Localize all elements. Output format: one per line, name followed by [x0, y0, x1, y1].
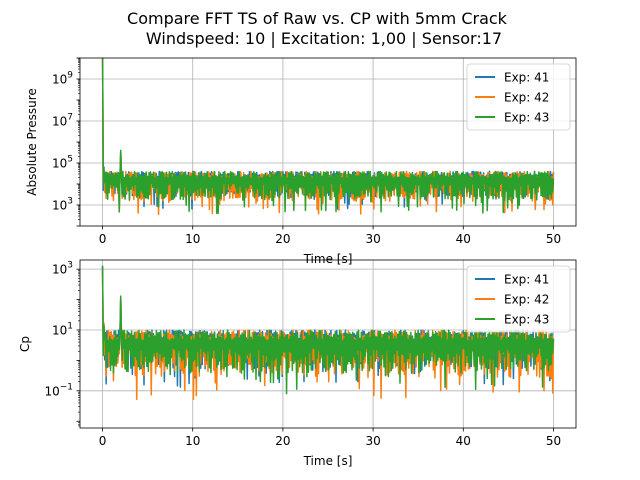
y-tick-label: 103: [52, 261, 73, 277]
x-tick-label: 0: [99, 232, 107, 246]
y-axis-label: Cp: [18, 336, 32, 352]
x-tick-label: 30: [365, 434, 380, 448]
legend-box: [466, 265, 571, 333]
legend-entry: Exp: 43: [504, 111, 549, 125]
x-tick-label: 10: [185, 434, 200, 448]
x-axis-label: Time [s]: [303, 252, 353, 266]
legend-entry: Exp: 43: [504, 313, 549, 327]
legend: Exp: 41 Exp: 42 Exp: 43: [466, 63, 571, 131]
y-tick-label: 105: [52, 155, 73, 171]
y-tick-label: 101: [52, 321, 73, 337]
x-tick-label: 30: [365, 232, 380, 246]
x-tick-label: 20: [275, 232, 290, 246]
legend-entry: Exp: 42: [504, 91, 549, 105]
axes-frame: [79, 259, 577, 429]
x-tick-label: 40: [456, 232, 471, 246]
series-line: [101, 58, 555, 215]
series-line: [101, 265, 555, 395]
x-tick-label: 10: [185, 232, 200, 246]
legend: Exp: 41 Exp: 42 Exp: 43: [466, 265, 571, 333]
figure-title-line1: Compare FFT TS of Raw vs. CP with 5mm Cr…: [127, 9, 508, 28]
y-axis-label: Absolute Pressure: [25, 88, 39, 196]
x-tick-label: 0: [99, 434, 107, 448]
x-tick-label: 40: [456, 434, 471, 448]
y-tick-label: 10−1: [44, 382, 73, 398]
legend-box: [466, 63, 571, 131]
x-axis-label: Time [s]: [303, 454, 353, 468]
figure-title-line2: Windspeed: 10 | Excitation: 1,00 | Senso…: [146, 29, 502, 48]
x-tick-label: 50: [546, 434, 561, 448]
x-tick-label: 20: [275, 434, 290, 448]
y-tick-label: 107: [52, 113, 73, 129]
legend-entry: Exp: 41: [504, 273, 549, 287]
y-tick-label: 109: [52, 71, 73, 87]
x-tick-label: 50: [546, 232, 561, 246]
legend-entry: Exp: 41: [504, 71, 549, 85]
legend-entry: Exp: 42: [504, 293, 549, 307]
y-tick-label: 103: [52, 197, 73, 213]
top-axes: 0 10 20 30 40 50 103 105 107 109 Time [s] Absolute …: [25, 57, 577, 266]
